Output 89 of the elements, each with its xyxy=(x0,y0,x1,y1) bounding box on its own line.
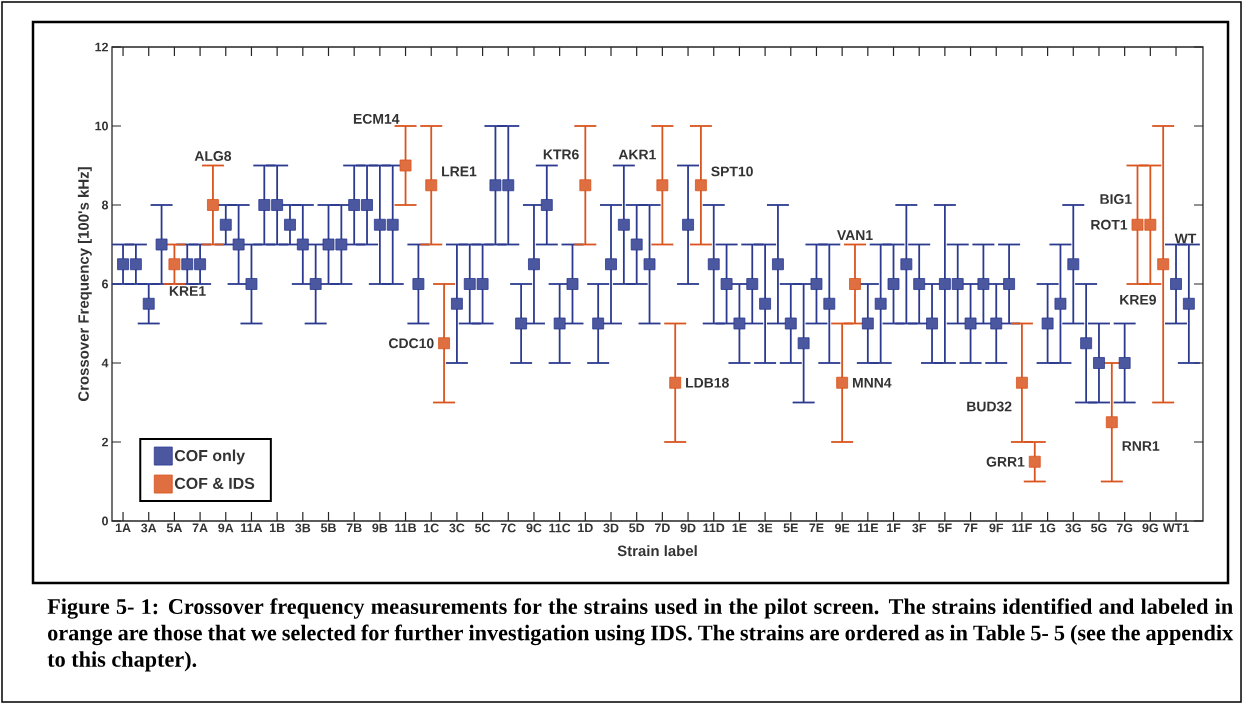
x-tick-label: 5B xyxy=(320,523,336,533)
x-tick-label: 5F xyxy=(938,523,952,533)
point xyxy=(1016,376,1028,389)
x-tick-label: 11D xyxy=(703,523,725,533)
y-axis-title: Crossover Frequency [100's kHz] xyxy=(77,167,92,402)
x-axis-title: Strain label xyxy=(617,545,697,557)
caption: Figure 5- 1: Crossover frequency measurements for the strains used in the pilot screen. The strains identified and labeled in orange are those that we selected for further investigation using IDS. The strains are ordered as in Table 5- 5 (see the appendix to this chapter). xyxy=(47,598,1234,672)
data-label: SPT10 xyxy=(711,166,753,177)
x-tick-label: 9B xyxy=(372,523,388,533)
data-label: BIG1 xyxy=(1100,194,1132,205)
data-label: RNR1 xyxy=(1122,441,1160,451)
x-tick-label: 11F xyxy=(1012,523,1032,533)
data-label: ALG8 xyxy=(194,151,232,161)
point xyxy=(1105,416,1118,429)
point xyxy=(656,179,669,192)
x-tick-label: 5A xyxy=(166,523,183,533)
data-label: GRR1 xyxy=(986,456,1025,467)
x-tick-label: 9G xyxy=(1142,523,1158,533)
data-label: VAN1 xyxy=(837,230,873,240)
x-tick-label: 3C xyxy=(449,523,465,533)
x-tick-label: 7D xyxy=(654,523,670,533)
data-label: ROT1 xyxy=(1091,219,1128,230)
data-label: LRE1 xyxy=(442,166,477,177)
data-label: KRE1 xyxy=(169,286,206,296)
x-tick-label: 5E xyxy=(783,523,798,533)
y-tick-label: 6 xyxy=(102,279,109,289)
point xyxy=(399,159,412,172)
x-tick-label: 1D xyxy=(578,523,593,533)
point xyxy=(849,278,861,290)
x-tick-label: 5D xyxy=(629,523,645,533)
legend-label: COF only xyxy=(174,449,246,465)
x-tick-label: 11C xyxy=(549,523,571,533)
x-tick-label: 9C xyxy=(526,523,542,533)
y-tick-label: 4 xyxy=(101,358,109,368)
x-tick-label: 3D xyxy=(603,523,619,533)
x-tick-label: 9F xyxy=(989,523,1004,533)
annotation: WT xyxy=(1174,233,1197,244)
point xyxy=(669,376,682,389)
y-tick-label: 2 xyxy=(101,437,108,447)
point xyxy=(207,199,219,211)
point xyxy=(1028,455,1041,468)
data-label: AKR1 xyxy=(618,149,656,160)
point xyxy=(1131,218,1144,231)
x-tick-label: 1G xyxy=(1040,523,1056,533)
x-tick-label: 5C xyxy=(475,523,491,533)
x-tick-label: 7E xyxy=(809,523,824,533)
x-tick-label: WT1 xyxy=(1162,523,1189,533)
x-tick-label: 9E xyxy=(834,523,850,533)
data-label: KTR6 xyxy=(543,149,579,160)
data-label: KRE9 xyxy=(1120,294,1156,305)
x-tick-label: 1F xyxy=(887,523,901,533)
x-tick-label: 1C xyxy=(424,523,439,533)
x-tick-label: 7B xyxy=(346,523,362,533)
y-tick-label: 12 xyxy=(95,42,108,52)
x-tick-label: 3F xyxy=(912,523,927,533)
x-tick-label: 3A xyxy=(141,523,157,533)
x-tick-label: 11A xyxy=(241,523,263,533)
x-tick-label: 3B xyxy=(295,523,311,533)
point xyxy=(1157,258,1170,271)
x-tick-label: 11B xyxy=(395,523,417,533)
data-label: LDB18 xyxy=(686,377,729,388)
point xyxy=(1144,218,1157,231)
point xyxy=(425,179,438,192)
data-label: BUD32 xyxy=(967,401,1012,412)
x-tick-label: 3G xyxy=(1065,523,1081,533)
y-tick-label: 10 xyxy=(95,121,108,131)
x-tick-label: 11E xyxy=(857,523,879,533)
x-tick-label: 7G xyxy=(1116,523,1133,533)
y-tick-label: 8 xyxy=(101,200,109,210)
x-tick-label: 5G xyxy=(1091,523,1107,533)
legend-label: COF & IDS xyxy=(174,477,255,490)
y-tick-label: 0 xyxy=(102,516,108,526)
point xyxy=(438,337,450,350)
x-tick-label: 3E xyxy=(757,523,773,533)
point xyxy=(168,258,181,271)
x-tick-label: 9A xyxy=(218,523,234,533)
x-tick-label: 7A xyxy=(192,523,208,533)
x-tick-label: 1A xyxy=(115,523,131,533)
point xyxy=(579,179,592,192)
data-label: ECM14 xyxy=(353,113,400,124)
point xyxy=(694,179,707,192)
data-label: CDC10 xyxy=(389,338,434,349)
point xyxy=(836,376,849,389)
x-tick-label: 1B xyxy=(269,523,285,533)
data-label: MNN4 xyxy=(852,377,892,388)
x-tick-label: 9D xyxy=(680,523,696,533)
x-tick-label: 7F xyxy=(963,523,978,533)
x-tick-label: 1E xyxy=(732,523,747,533)
x-tick-label: 7C xyxy=(500,523,516,533)
